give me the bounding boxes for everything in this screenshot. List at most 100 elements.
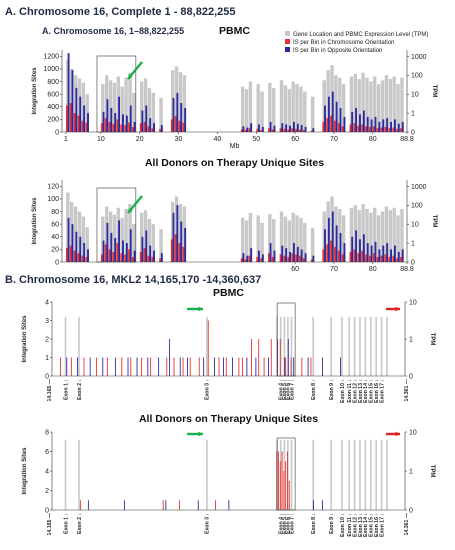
exon-label-12: Exon 12 ↓: [352, 379, 358, 403]
bar-blue-2-7: [106, 99, 109, 132]
exon-label-1: Exon 1 ↓: [63, 379, 69, 400]
bar-blue-2-25: [340, 357, 341, 376]
bar-red-1-15: [139, 123, 142, 132]
bar-red-1-47: [357, 253, 360, 262]
bar-red-1-0: [60, 357, 62, 376]
bar-blue-2-17: [255, 357, 257, 376]
bar-red-1-19: [159, 128, 162, 132]
exon-label-9: Exon 9 ↓: [329, 379, 335, 400]
exon-label-2: Exon 2 ↓: [77, 379, 83, 400]
bar-red-1-52: [376, 128, 379, 132]
bar-red-1-6: [279, 461, 281, 510]
exon-label-7: Exon 7 ↓: [289, 379, 295, 400]
bar-gray-0-5: [283, 316, 286, 376]
bar-gray-0-18: [386, 316, 388, 376]
bar-gray-0-9: [330, 316, 332, 376]
bar-gray-0-50: [369, 212, 373, 262]
y-tick-label-4: 800: [47, 79, 59, 86]
bar-blue-2-37: [304, 126, 307, 132]
y2-tick-label-2: 10: [409, 299, 417, 306]
bar-blue-2-5: [87, 113, 89, 132]
bar-gray-0-55: [388, 210, 392, 262]
bar-red-1-34: [291, 253, 294, 262]
bar-blue-2-57: [397, 251, 400, 262]
bar-blue-2-16: [246, 357, 248, 376]
bar-blue-2-44: [343, 243, 346, 262]
y2-tick-label-3: 100: [411, 73, 423, 80]
bar-gray-0-49: [365, 77, 369, 132]
bar-red-1-41: [330, 240, 333, 262]
exon-label-16: Exon 16 ↓: [374, 513, 380, 537]
bar-blue-2-19: [160, 253, 163, 262]
exon-label-13: Exon 13 ↓: [358, 379, 364, 403]
bar-blue-2-40: [327, 217, 330, 262]
bar-red-1-30: [271, 129, 274, 132]
bar-red-1-56: [392, 255, 395, 262]
y-axis-label: Integration Sites: [22, 447, 28, 495]
bar-red-1-7: [141, 357, 143, 376]
exon-label-7: Exon 7 ↓: [289, 513, 295, 534]
bar-gray-0-15: [369, 439, 372, 510]
x-tick-label-8: 80: [369, 136, 377, 143]
bar-red-1-23: [279, 339, 281, 376]
bar-blue-2-27: [258, 124, 260, 132]
y-tick-label-6: 1200: [43, 54, 59, 61]
bar-blue-2-18: [268, 357, 269, 376]
exon-label-17: Exon 17 ↓: [379, 379, 385, 403]
bar-blue-2-15: [141, 236, 144, 262]
legend-label-2: IS per Bin in Opposite Orientation: [293, 48, 382, 54]
x-axis-label: Mb: [230, 143, 240, 150]
bar-blue-2-9: [168, 339, 170, 376]
bar-gray-0-24: [240, 217, 245, 262]
bar-red-1-46: [353, 123, 356, 132]
bar-gray-0-34: [291, 81, 295, 132]
bar-red-1-9: [112, 123, 115, 132]
x-tick-label-9: 88.8: [400, 136, 414, 143]
bar-red-1-8: [150, 357, 152, 376]
bar-gray-0-2: [206, 439, 208, 510]
legend-label-0: Gene Location and PBMC Expression Level …: [293, 32, 428, 38]
green-arrow-icon: [127, 195, 143, 214]
bar-gray-0-14: [364, 439, 367, 510]
bar-blue-2-46: [355, 230, 358, 262]
green-arrow-icon-head: [128, 74, 133, 79]
bar-blue-2-50: [370, 119, 373, 132]
bar-blue-2-38: [312, 128, 315, 132]
bar-blue-2-21: [176, 92, 179, 132]
y-tick-label-2: 4: [45, 468, 49, 475]
bar-gray-0-43: [338, 77, 342, 132]
bar-gray-0-12: [124, 77, 128, 132]
bar-blue-2-45: [351, 111, 354, 132]
bar-blue-2-58: [401, 249, 404, 262]
bar-blue-2-5: [127, 357, 129, 376]
exon-label-10: Exon 10 ↓: [340, 379, 346, 403]
y2-tick-label-4: 1000: [411, 184, 427, 191]
bar-blue-2-8: [110, 232, 113, 262]
green-arrow-icon: [127, 61, 143, 80]
bar-blue-2-22: [180, 221, 183, 262]
bar-red-1-0: [79, 500, 81, 510]
y2-tick-label-0: 0: [409, 373, 413, 380]
bar-red-1-38: [310, 130, 313, 132]
y2-axis-label: TPM: [429, 333, 435, 346]
bar-red-1-12: [124, 125, 127, 132]
bar-red-1-27: [256, 128, 259, 132]
bar-gray-0-54: [384, 206, 389, 262]
bar-red-1-41: [330, 115, 333, 132]
bar-red-1-11: [120, 253, 123, 262]
bar-blue-2-0: [67, 217, 70, 262]
bar-blue-2-34: [293, 243, 295, 262]
bar-blue-2-23: [184, 108, 187, 132]
bar-blue-2-5: [87, 249, 89, 262]
bar-blue-2-37: [304, 253, 307, 262]
bar-blue-2-21: [287, 339, 289, 376]
bar-red-1-57: [396, 258, 399, 262]
highlight-box: [276, 302, 296, 377]
bar-red-1-31: [279, 128, 282, 132]
bar-red-1-10: [173, 357, 175, 376]
x-tick-label-2: 20: [136, 136, 144, 143]
exon-label-3: Exon 3 ↓: [205, 513, 211, 534]
bar-blue-2-34: [293, 121, 295, 132]
bar-gray-0-53: [380, 211, 385, 262]
